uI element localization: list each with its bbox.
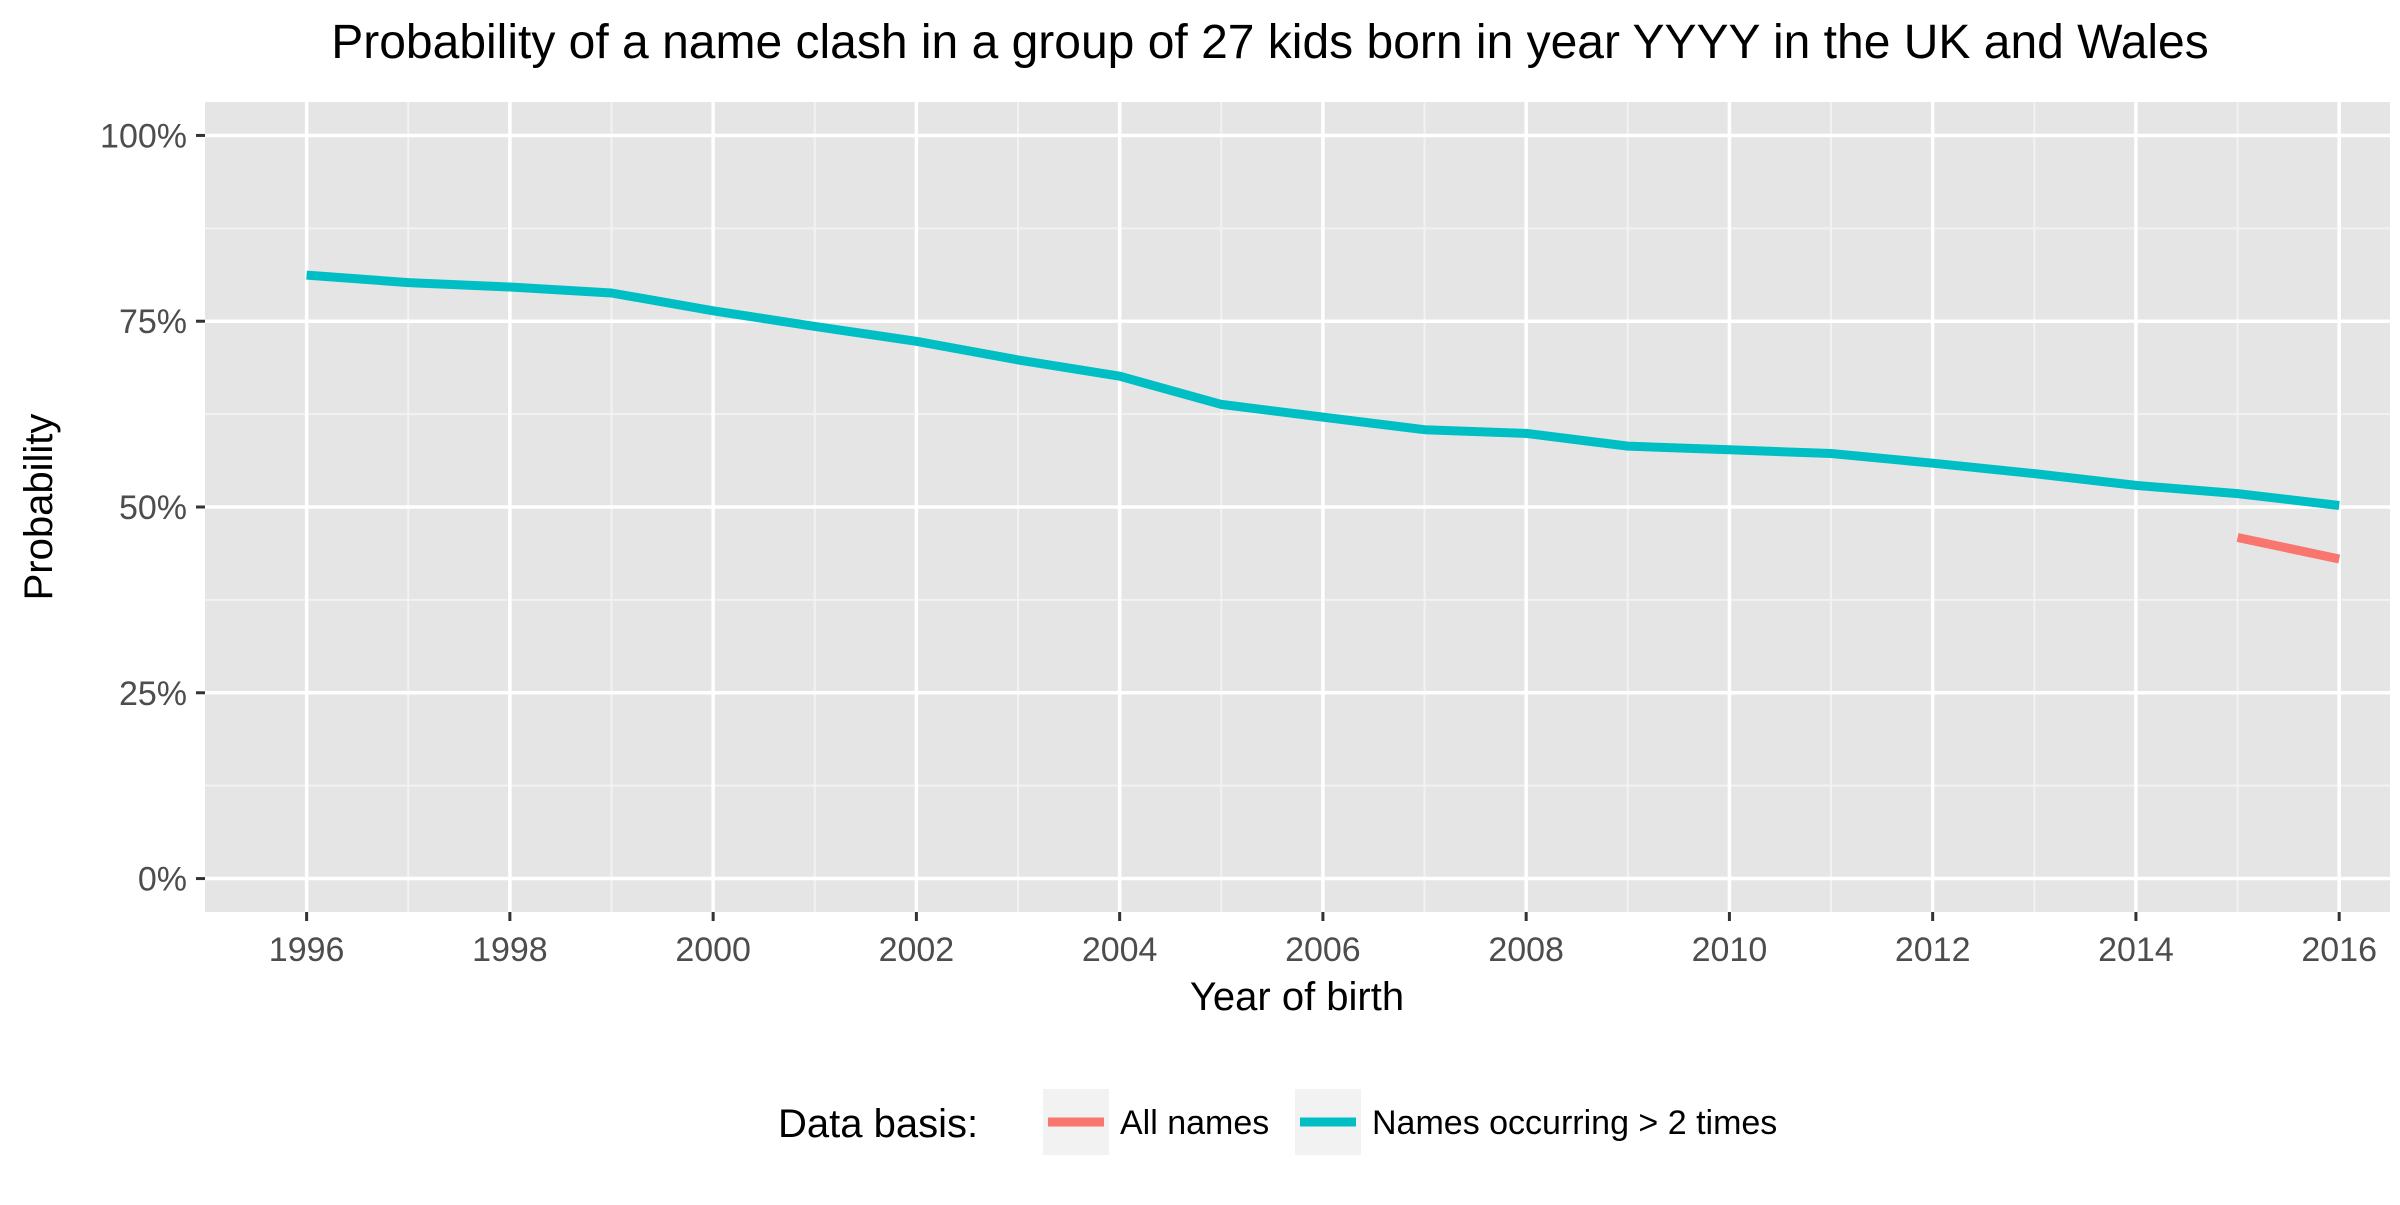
chart-title: Probability of a name clash in a group o… <box>331 16 2209 69</box>
y-tick-label: 100% <box>100 117 187 155</box>
x-tick-label: 2002 <box>879 931 955 969</box>
x-tick-label: 2014 <box>2098 931 2174 969</box>
x-tick-label: 2006 <box>1285 931 1361 969</box>
legend-label-names-occurring-over-2: Names occurring > 2 times <box>1372 1104 1777 1142</box>
series-layer <box>306 270 2341 564</box>
x-tick-label: 2000 <box>675 931 751 969</box>
x-tick-label: 2012 <box>1895 931 1971 969</box>
series-line-names-occurring-over-2 <box>306 270 2340 510</box>
y-tick-label: 50% <box>119 489 187 527</box>
y-tick-label: 75% <box>119 303 187 341</box>
x-tick-label: 2004 <box>1082 931 1158 969</box>
x-tick-label: 1998 <box>472 931 548 969</box>
x-axis: 1996 1998 2000 2002 2004 2006 2008 2010 2012 2014… <box>269 912 2377 969</box>
x-tick-label: 2016 <box>2301 931 2377 969</box>
x-tick-label: 1996 <box>269 931 345 969</box>
x-axis-title: Year of birth <box>1190 975 1404 1019</box>
grid-major <box>205 102 2390 912</box>
y-tick-label: 25% <box>119 675 187 713</box>
legend-label-all-names: All names <box>1120 1104 1269 1142</box>
x-tick-label: 2008 <box>1488 931 1564 969</box>
legend: Data basis: All names Names occurring > … <box>778 1089 1777 1155</box>
legend-title: Data basis: <box>778 1102 978 1146</box>
x-tick-label: 2010 <box>1692 931 1768 969</box>
y-axis-title: Probability <box>17 414 61 601</box>
series-line-all-names <box>2236 533 2341 564</box>
y-axis: 0% 25% 50% 75% 100% <box>100 117 205 899</box>
y-tick-label: 0% <box>138 861 187 899</box>
